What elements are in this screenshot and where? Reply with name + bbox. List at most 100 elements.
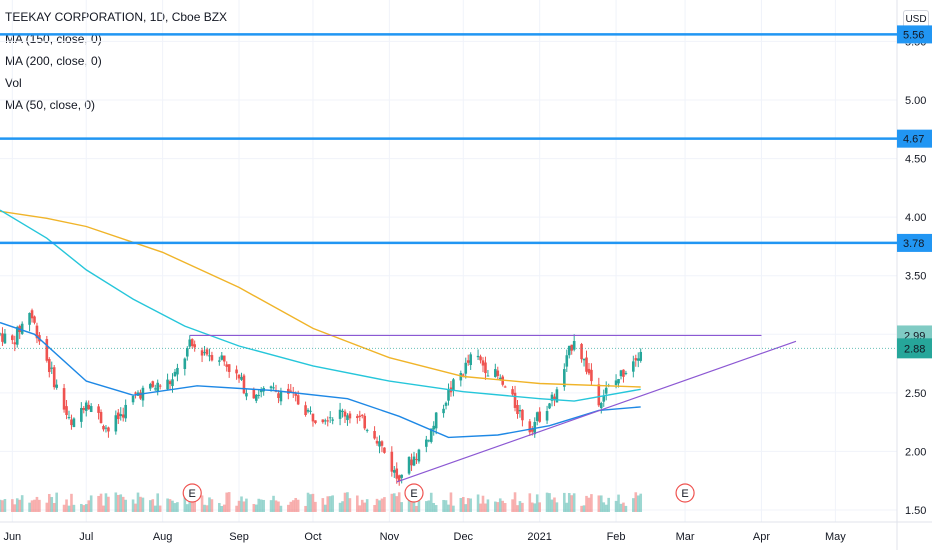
candle [87, 404, 91, 410]
volume-bar [173, 503, 177, 512]
volume-bar [200, 495, 204, 512]
volume-bar [614, 500, 618, 512]
volume-bar [289, 501, 293, 512]
volume-bar [0, 499, 2, 512]
volume-bar [358, 505, 362, 512]
candle [188, 339, 192, 347]
volume-bar [599, 495, 603, 512]
candle [461, 374, 465, 376]
earnings-marker[interactable] [182, 483, 202, 503]
candle [378, 441, 381, 447]
volume-bar [185, 504, 189, 512]
volume-bar [407, 494, 411, 512]
volume-bar [572, 493, 576, 512]
candle [365, 429, 369, 431]
candle [171, 379, 174, 387]
candle [521, 409, 524, 421]
volume-bar [415, 505, 418, 512]
volume-bar [257, 498, 261, 512]
candle [587, 368, 591, 374]
price-tick-label: 4.00 [905, 212, 926, 224]
candle [72, 418, 76, 427]
candle [203, 352, 206, 354]
candle [205, 349, 209, 355]
volume-bar [634, 492, 638, 512]
time-tick-label: Jul [79, 531, 93, 543]
time-tick-label: Aug [153, 531, 173, 543]
volume-bar [553, 497, 556, 512]
candle [193, 344, 196, 348]
volume-bar [47, 493, 51, 512]
earnings-marker-label: E [410, 488, 417, 500]
candle [417, 449, 421, 462]
candle [13, 342, 17, 345]
earnings-marker-label: E [189, 488, 196, 500]
candle [496, 370, 500, 376]
time-tick-label: Jun [3, 531, 21, 543]
candle [407, 456, 411, 474]
candle [134, 392, 137, 394]
volume-bar [277, 501, 280, 512]
candle [636, 358, 640, 361]
candle [464, 362, 468, 374]
volume-bar [70, 493, 73, 512]
time-tick-label: Sep [229, 531, 249, 543]
candle [156, 382, 160, 392]
candle [447, 389, 450, 401]
volume-bar [11, 499, 14, 512]
volume-bar [432, 502, 436, 512]
candle [84, 402, 88, 411]
candle [356, 416, 359, 418]
support-trendline[interactable] [396, 340, 797, 483]
volume-bar [82, 505, 86, 512]
candle [513, 392, 517, 408]
volume-bar [341, 501, 344, 512]
volume-bar [617, 494, 620, 512]
volume-bar [412, 495, 416, 512]
volume-bar [563, 492, 566, 512]
volume-bar [410, 494, 413, 512]
volume-bar [590, 494, 593, 512]
legend-vol[interactable]: Vol [5, 76, 22, 90]
volume-bar [624, 505, 628, 512]
legend-ma200[interactable]: MA (200, close, 0) [5, 54, 102, 68]
candle [346, 415, 349, 421]
earnings-marker[interactable] [675, 483, 695, 503]
candle [107, 427, 110, 432]
candle [114, 415, 118, 432]
volume-bar [220, 505, 224, 512]
volume-bar [208, 497, 211, 512]
volume-bar [190, 494, 194, 512]
volume-bar [311, 493, 315, 512]
volume-bar [328, 496, 332, 512]
candle [1, 333, 4, 342]
volume-bar [119, 494, 123, 512]
price-tick-label: 4.50 [905, 154, 926, 166]
volume-bar [262, 499, 265, 512]
candle [272, 387, 275, 389]
candle [55, 384, 58, 388]
volume-bar [166, 498, 169, 512]
legend-ma50[interactable]: MA (50, close, 0) [5, 98, 96, 112]
candle [530, 429, 534, 432]
candle [277, 393, 280, 399]
volume-bar [121, 496, 125, 512]
volume-bar [225, 492, 229, 512]
volume-bar [254, 504, 258, 512]
volume-bar [587, 497, 591, 512]
candle [296, 395, 300, 405]
volume-bar [602, 502, 606, 512]
earnings-marker[interactable] [404, 483, 424, 503]
volume-bar [400, 502, 403, 512]
volume-bar [395, 496, 399, 512]
candle [604, 387, 608, 394]
level-price-label-bg [897, 25, 932, 44]
candle [429, 428, 433, 442]
volume-bar [449, 492, 453, 512]
time-tick-label: Apr [753, 531, 770, 543]
price-tick-label: 2.00 [905, 446, 926, 458]
volume-bar [466, 498, 470, 512]
volume-bar [136, 492, 140, 512]
volume-bar [363, 502, 367, 512]
